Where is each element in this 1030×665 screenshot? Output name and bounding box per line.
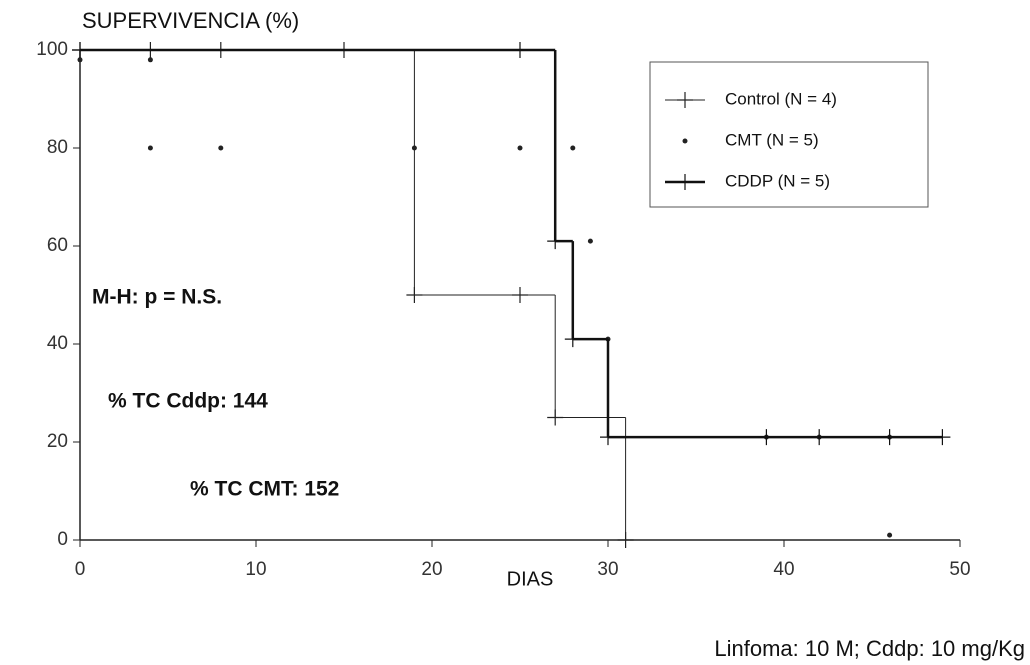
data-point <box>934 429 951 446</box>
chart-title: SUPERVIVENCIA (%) <box>82 8 299 33</box>
data-point <box>406 287 423 303</box>
annotation: % TC Cddp: 144 <box>108 390 268 413</box>
annotation: M-H: p = N.S. <box>92 286 222 309</box>
data-point <box>547 233 564 250</box>
data-point <box>587 238 593 244</box>
data-point <box>512 42 528 58</box>
data-point <box>147 57 153 63</box>
data-point <box>218 145 224 151</box>
y-tick-label: 20 <box>47 431 68 452</box>
y-tick-label: 40 <box>47 333 68 354</box>
data-point <box>881 429 898 446</box>
data-point <box>547 409 564 426</box>
data-point <box>600 429 616 446</box>
data-point <box>887 532 893 538</box>
x-tick-label: 30 <box>597 559 618 580</box>
y-tick-label: 100 <box>36 39 68 60</box>
footnote: Linfoma: 10 M; Cddp: 10 mg/Kg <box>714 636 1025 661</box>
x-tick-label: 40 <box>773 559 794 580</box>
y-tick-label: 0 <box>57 529 68 550</box>
data-point <box>411 145 417 151</box>
data-point <box>617 532 634 548</box>
data-point <box>758 429 775 446</box>
legend-label: CDDP (N = 5) <box>725 171 830 190</box>
x-tick-label: 0 <box>75 559 86 580</box>
data-point <box>811 429 828 446</box>
x-tick-label: 20 <box>421 559 442 580</box>
data-point <box>570 145 576 151</box>
data-point <box>517 145 523 151</box>
legend-marker <box>677 174 693 190</box>
data-point <box>512 287 528 303</box>
legend-label: Control (N = 4) <box>725 89 837 108</box>
x-axis-label: DIAS <box>507 568 554 590</box>
y-tick-label: 60 <box>47 235 68 256</box>
x-tick-label: 50 <box>949 559 970 580</box>
x-tick-label: 10 <box>245 559 266 580</box>
legend-marker <box>682 138 688 144</box>
legend-marker <box>677 92 693 108</box>
data-point <box>72 42 88 58</box>
legend-label: CMT (N = 5) <box>725 130 819 149</box>
data-point <box>147 145 153 151</box>
annotation: % TC CMT: 152 <box>190 478 339 501</box>
data-point <box>564 331 581 348</box>
y-tick-label: 80 <box>47 137 68 158</box>
data-point <box>77 57 83 63</box>
